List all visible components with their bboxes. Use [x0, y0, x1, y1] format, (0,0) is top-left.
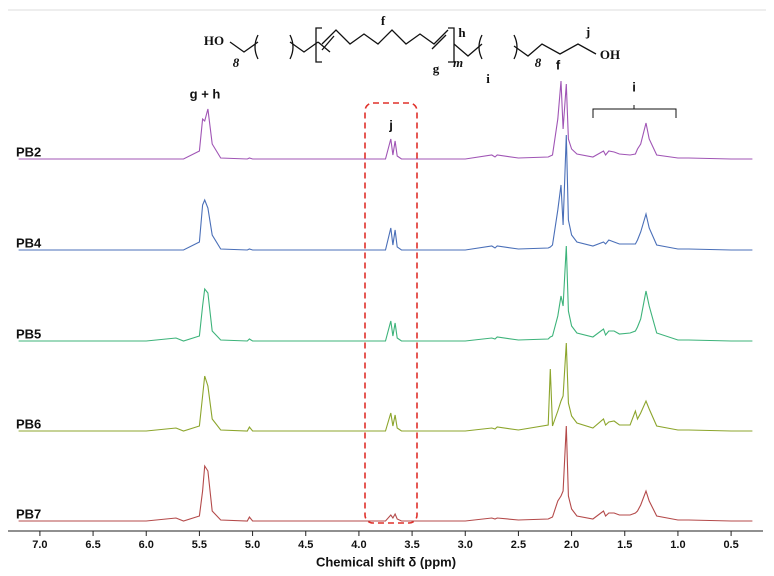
x-tick-label: 7.0 [32, 539, 47, 551]
structure-label: h [458, 25, 466, 40]
x-tick-label: 3.0 [458, 539, 473, 551]
peak-label: i [632, 79, 636, 94]
structure-label: i [486, 71, 490, 86]
peak-label: f [556, 57, 561, 72]
x-tick-label: 0.5 [723, 539, 738, 551]
x-tick-label: 5.0 [245, 539, 260, 551]
x-tick-label: 6.5 [85, 539, 100, 551]
x-tick-label: 1.0 [670, 539, 685, 551]
highlight-box [364, 102, 418, 524]
series-label: PB5 [16, 326, 41, 341]
x-tick-label: 3.5 [404, 539, 419, 551]
structure-label: 8 [535, 55, 542, 70]
structure-label: m [453, 55, 463, 70]
spectrum-line [18, 342, 753, 432]
structure-label: j [585, 24, 590, 39]
x-tick-label: 2.0 [564, 539, 579, 551]
x-tick-label: 4.5 [298, 539, 313, 551]
peak-label: g + h [190, 86, 221, 101]
structure-label: f [381, 13, 386, 28]
x-tick-label: 5.5 [192, 539, 207, 551]
x-tick-label: 6.0 [139, 539, 154, 551]
x-tick-label: 1.5 [617, 539, 632, 551]
structure-label: 8 [233, 55, 240, 70]
structure-label: g [433, 61, 440, 76]
spectrum-line [18, 245, 753, 342]
structure-label: OH [600, 47, 620, 62]
spectrum-line [18, 134, 753, 251]
series-label: PB6 [16, 416, 41, 431]
bracket [592, 105, 677, 118]
x-tick-label: 2.5 [511, 539, 526, 551]
spectrum-line [18, 425, 753, 522]
structure-label: HO [204, 33, 224, 48]
peak-label: j [388, 117, 393, 132]
spectrum-line [18, 80, 753, 160]
series-label: PB7 [16, 506, 41, 521]
series-label: PB4 [16, 235, 42, 250]
structure [229, 27, 597, 63]
x-tick-label: 4.0 [351, 539, 366, 551]
x-axis-label: Chemical shift δ (ppm) [316, 554, 456, 569]
series-label: PB2 [16, 144, 41, 159]
